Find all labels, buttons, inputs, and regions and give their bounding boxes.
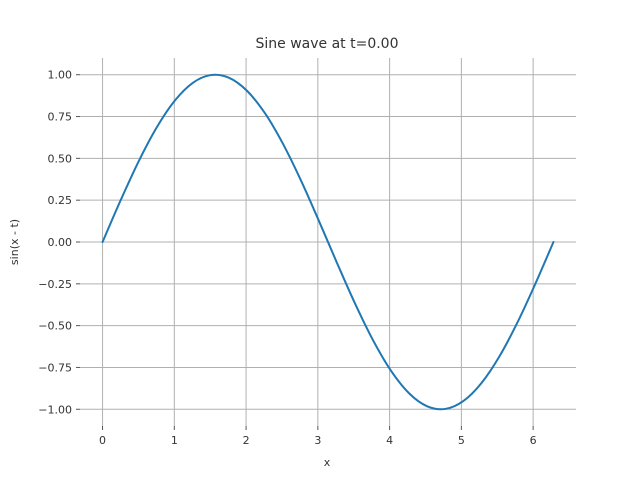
y-tick-label: 0.75	[48, 111, 73, 124]
y-tick-label: −0.25	[38, 278, 72, 291]
y-tick-label: −1.00	[38, 403, 72, 416]
x-tick-label: 2	[243, 434, 250, 447]
x-tick-label: 1	[171, 434, 178, 447]
x-tick-label: 5	[458, 434, 465, 447]
y-tick-label: 0.50	[48, 152, 73, 165]
y-tick-label: 1.00	[48, 69, 73, 82]
grid	[80, 58, 576, 426]
series	[101, 73, 555, 411]
y-axis-label: sin(x - t)	[8, 219, 21, 265]
y-tick-label: 0.00	[48, 236, 73, 249]
ticks: 0 1 2 3 4 5 6 1.00 0.75 0.50 0.25 0.00 −0.25 −0.50 −0.…	[38, 69, 536, 447]
x-tick-label: 0	[99, 434, 106, 447]
x-tick-label: 6	[530, 434, 537, 447]
series-line	[101, 73, 555, 411]
y-tick-label: 0.25	[48, 194, 73, 207]
x-tick-label: 3	[314, 434, 321, 447]
x-tick-label: 4	[386, 434, 393, 447]
chart-title: Sine wave at t=0.00	[255, 36, 398, 52]
x-axis-label: x	[324, 456, 331, 469]
y-tick-label: −0.50	[38, 320, 72, 333]
y-tick-label: −0.75	[38, 361, 72, 374]
